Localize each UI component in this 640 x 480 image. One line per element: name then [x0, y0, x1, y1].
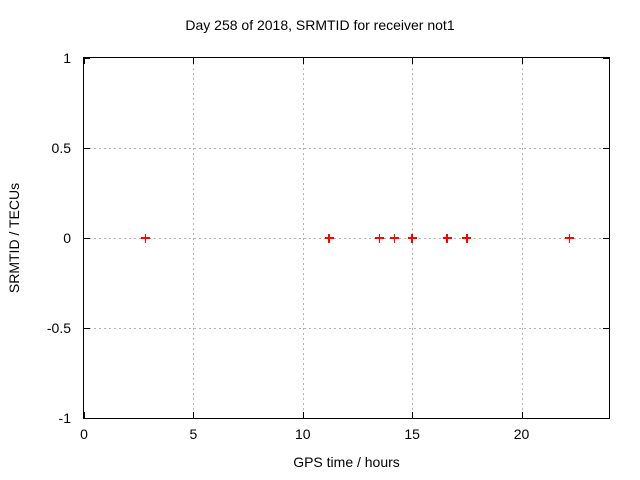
gridline-horizontal — [84, 327, 609, 329]
y-tick-mark — [603, 328, 609, 329]
y-tick-label: -0.5 — [46, 320, 71, 336]
y-tick-mark — [84, 418, 90, 419]
x-tick-label: 0 — [80, 426, 88, 442]
y-tick-mark — [603, 238, 609, 239]
chart-title: Day 258 of 2018, SRMTID for receiver not… — [185, 17, 455, 33]
data-point-marker — [407, 233, 417, 243]
y-tick-mark — [84, 238, 90, 239]
y-tick-mark — [603, 418, 609, 419]
y-tick-mark — [84, 148, 90, 149]
data-point-marker — [140, 233, 150, 243]
x-tick-mark — [84, 58, 85, 64]
x-tick-mark — [193, 412, 194, 418]
gridline-horizontal — [84, 237, 609, 239]
x-tick-mark — [522, 58, 523, 64]
x-tick-label: 5 — [189, 426, 198, 442]
x-tick-label: 10 — [294, 426, 311, 442]
x-tick-mark — [412, 58, 413, 64]
x-tick-mark — [303, 412, 304, 418]
y-tick-label: -1 — [58, 410, 71, 426]
plot-area — [83, 57, 610, 419]
y-tick-label: 1 — [63, 50, 71, 66]
y-tick-mark — [603, 148, 609, 149]
x-tick-mark — [412, 412, 413, 418]
y-tick-mark — [84, 58, 90, 59]
y-tick-mark — [84, 328, 90, 329]
data-point-marker — [390, 233, 400, 243]
x-tick-mark — [84, 412, 85, 418]
y-tick-label: 0.5 — [51, 140, 71, 156]
y-tick-mark — [603, 58, 609, 59]
data-point-marker — [442, 233, 452, 243]
x-tick-label: 15 — [404, 426, 420, 442]
gridline-horizontal — [84, 147, 609, 149]
data-point-marker — [374, 233, 384, 243]
x-tick-mark — [303, 58, 304, 64]
data-point-marker — [324, 233, 334, 243]
x-tick-mark — [522, 412, 523, 418]
x-axis-label: GPS time / hours — [293, 454, 400, 470]
x-tick-label: 20 — [513, 426, 530, 442]
x-tick-mark — [193, 58, 194, 64]
y-tick-label: 0 — [63, 230, 71, 246]
data-point-marker — [565, 233, 575, 243]
data-point-marker — [462, 233, 472, 243]
